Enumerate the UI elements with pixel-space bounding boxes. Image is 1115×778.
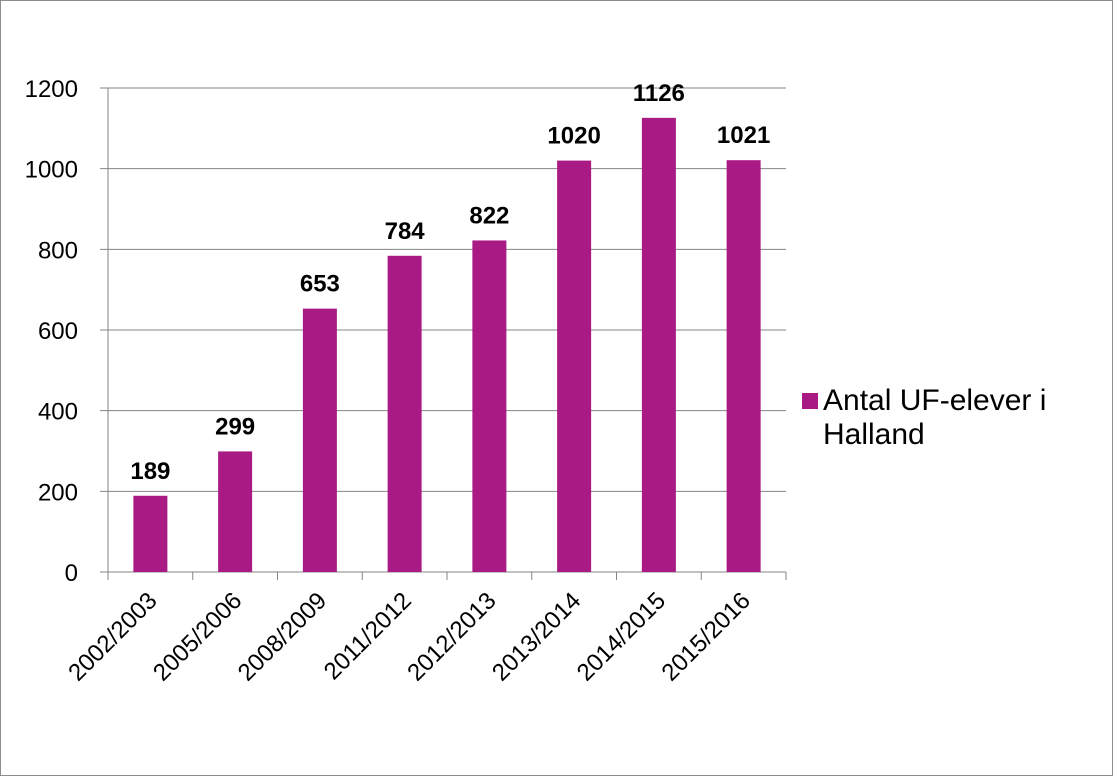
- bar: [557, 160, 592, 572]
- data-label: 299: [215, 413, 255, 440]
- x-tick-label: 2015/2016: [657, 587, 756, 686]
- x-tick-label: 2011/2012: [319, 587, 417, 685]
- bar: [302, 308, 337, 572]
- bar: [726, 160, 761, 573]
- legend-label: Halland: [823, 418, 925, 451]
- y-tick-label: 400: [38, 399, 78, 426]
- data-label: 189: [130, 458, 170, 485]
- x-tick-label: 2002/2003: [63, 587, 162, 686]
- data-label: 822: [469, 202, 509, 229]
- y-tick-label: 1000: [25, 157, 78, 184]
- data-label: 653: [300, 271, 340, 298]
- bar: [472, 240, 507, 572]
- legend-marker: [802, 393, 818, 409]
- bar: [133, 495, 168, 572]
- data-label: 1126: [633, 80, 685, 107]
- y-tick-label: 0: [65, 560, 78, 587]
- x-tick-label: 2013/2014: [487, 587, 586, 686]
- y-tick-label: 600: [38, 318, 78, 345]
- x-tick-label: 2008/2009: [233, 587, 332, 686]
- x-tick-label: 2005/2006: [148, 587, 247, 686]
- data-label: 1021: [717, 122, 770, 149]
- data-label: 784: [385, 218, 426, 245]
- legend-label: Antal UF-elever i: [823, 384, 1046, 417]
- bar: [641, 117, 676, 572]
- y-tick-label: 800: [38, 237, 78, 264]
- bar: [387, 255, 422, 572]
- x-tick-label: 2012/2013: [402, 587, 501, 686]
- bar: [218, 451, 253, 572]
- data-label: 1020: [547, 123, 600, 150]
- y-tick-label: 1200: [25, 76, 78, 103]
- y-tick-label: 200: [38, 479, 78, 506]
- x-tick-label: 2014/2015: [572, 587, 671, 686]
